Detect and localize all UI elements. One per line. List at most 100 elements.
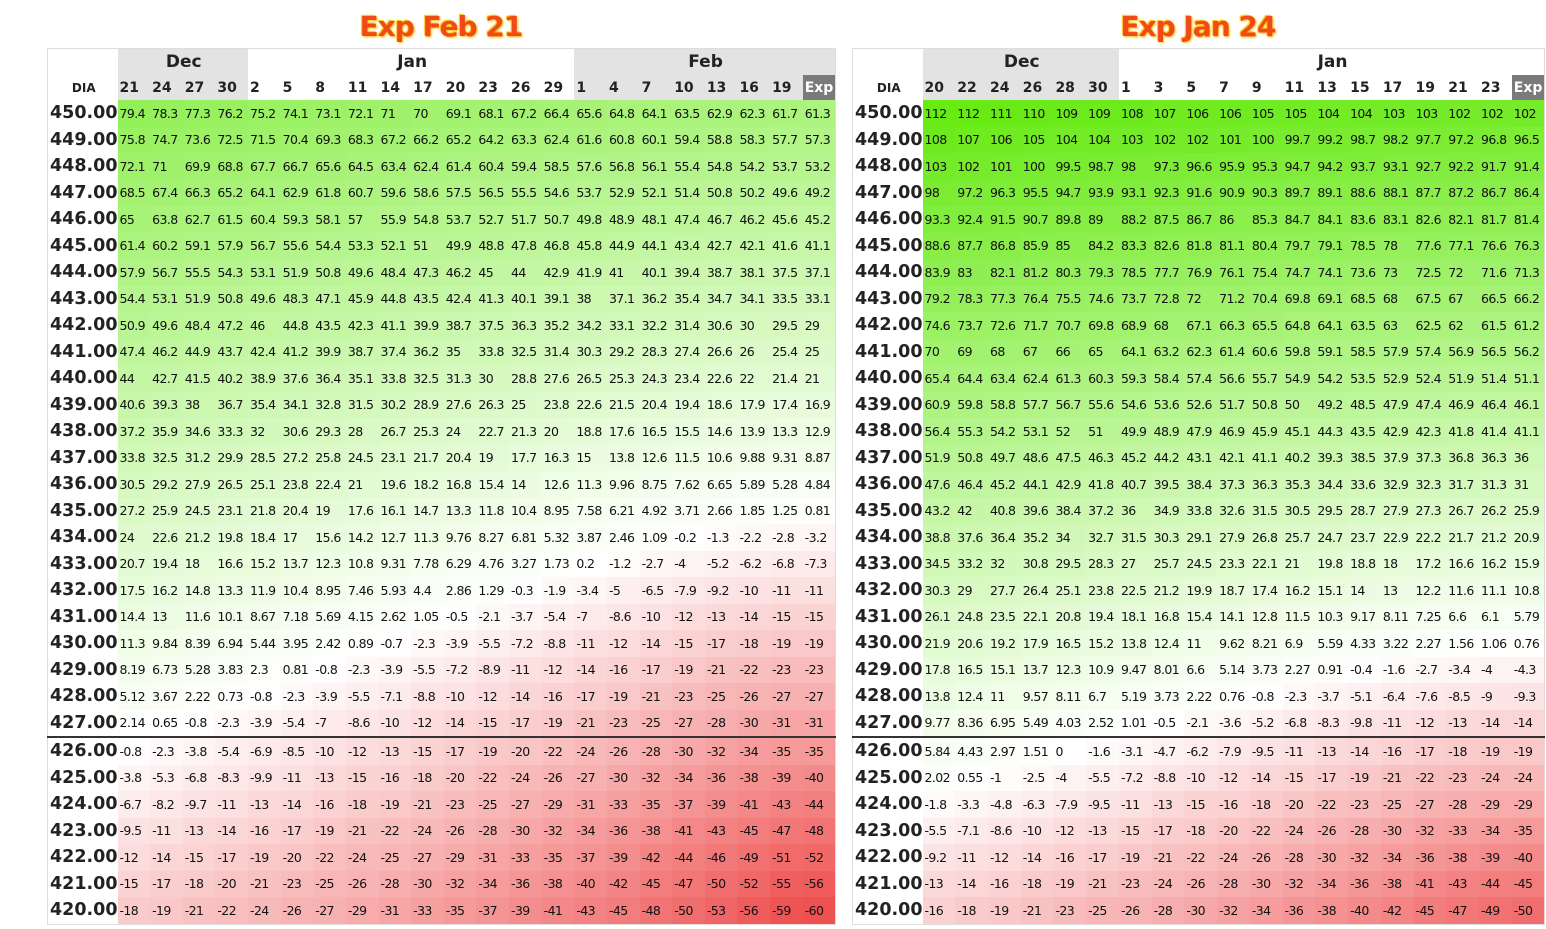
cell-value: -43: [574, 897, 607, 924]
cell-value: 51.9: [182, 285, 216, 312]
cell-value: 27.9: [1217, 524, 1250, 551]
cell-value: 21.2: [1479, 524, 1512, 551]
cell-value: 31.3: [1479, 471, 1512, 498]
cell-value: 6.94: [215, 630, 249, 657]
cell-value: -0.8: [248, 683, 281, 710]
cell-value: 67.7: [248, 153, 281, 180]
cell-value: 61.2: [1511, 312, 1545, 339]
cell-value: 47.3: [411, 259, 444, 286]
cell-value: 13.8: [922, 683, 956, 710]
cell-value: 51.9: [1446, 365, 1480, 392]
cell-value: 66.7: [280, 153, 314, 180]
cell-value: -31: [378, 897, 412, 924]
data-row: 447.00 68.5 67.4 66.3 65.2 64.1 62.9 61.8 60.7 59…: [47, 179, 836, 206]
cell-value: 18: [1380, 550, 1414, 577]
cell-value: 68.5: [117, 179, 151, 206]
cell-value: 50.9: [117, 312, 151, 339]
cell-value: 64.1: [639, 100, 673, 127]
cell-value: 14.1: [1217, 603, 1250, 630]
cell-value: 63.5: [1348, 312, 1381, 339]
strike: 443.00: [852, 285, 923, 312]
cell-value: 20.4: [280, 497, 314, 524]
cell-value: -28: [378, 870, 412, 897]
cell-value: 51.4: [1479, 365, 1512, 392]
cell-value: 36.2: [411, 338, 444, 365]
cell-value: 90.7: [1020, 206, 1054, 233]
cell-value: -17: [509, 709, 542, 738]
data-row: 420.00 -18 -19 -21 -22 -24 -26 -27 -29 -31 -33 -35-…: [47, 897, 836, 924]
cell-value: -11: [1282, 737, 1316, 765]
cell-value: -15: [117, 870, 151, 897]
cell-value: 30.5: [117, 471, 151, 498]
cell-value: 25.3: [411, 418, 444, 445]
cell-value: -40: [802, 764, 836, 791]
cell-value: -37: [476, 897, 510, 924]
cell-value: 72.5: [1413, 259, 1447, 286]
cell-value: 32.9: [1380, 471, 1414, 498]
cell-value: 65: [117, 206, 151, 233]
cell-value: 48.9: [606, 206, 640, 233]
day-header: 29: [541, 75, 575, 100]
cell-value: 31.4: [672, 312, 705, 339]
cell-value: -43: [770, 791, 803, 818]
cell-value: 69.8: [1086, 312, 1119, 339]
cell-value: 14: [1348, 577, 1381, 604]
cell-value: 39.4: [672, 259, 705, 286]
cell-value: 99.7: [1282, 126, 1316, 153]
cell-value: 16.2: [1479, 550, 1512, 577]
cell-value: 3.67: [150, 683, 183, 710]
cell-value: 26.5: [574, 365, 607, 392]
cell-value: 61.4: [1217, 338, 1250, 365]
cell-value: -1.3: [704, 524, 738, 551]
cell-value: -12: [1053, 817, 1087, 844]
cell-value: 83: [955, 259, 988, 286]
cell-value: 46.2: [150, 338, 183, 365]
cell-value: -11: [802, 577, 836, 604]
cell-value: 46.9: [1217, 418, 1250, 445]
cell-value: 53.5: [1348, 365, 1381, 392]
data-row: 444.00 83.9 83 82.1 81.2 80.3 79.3 78.5 77.7 76.9…: [852, 259, 1545, 286]
cell-value: 58.5: [541, 153, 575, 180]
cell-value: -36: [606, 817, 640, 844]
day-header: 20: [922, 75, 956, 100]
cell-value: 38.8: [922, 524, 956, 551]
cell-value: -1.6: [1086, 737, 1119, 765]
cell-value: 2.86: [443, 577, 477, 604]
strike: 433.00: [852, 550, 923, 577]
cell-value: 61.3: [802, 100, 836, 127]
cell-value: -19: [1479, 737, 1512, 765]
cell-value: 102: [1479, 100, 1512, 127]
data-row: 435.00 43.2 42 40.8 39.6 38.4 37.2 36 34.9 33.8 32…: [852, 497, 1545, 524]
cell-value: 18.7: [1217, 577, 1250, 604]
cell-value: 73.1: [313, 100, 346, 127]
cell-value: 56.5: [476, 179, 510, 206]
cell-value: 14.6: [704, 418, 738, 445]
cell-value: 1.05: [411, 603, 444, 630]
cell-value: 49.9: [1118, 418, 1152, 445]
cell-value: 66.2: [1511, 285, 1545, 312]
cell-value: -22: [1184, 844, 1218, 871]
cell-value: 13.3: [215, 577, 249, 604]
cell-value: 62.3: [737, 100, 771, 127]
cell-value: 22.1: [1020, 603, 1054, 630]
month-header: Dec: [922, 48, 1119, 75]
cell-value: 29.2: [150, 471, 183, 498]
strike: 421.00: [47, 870, 118, 897]
data-row: 427.00 2.14 0.65 -0.8 -2.3 -3.9 -5.4 -7 -8.6 -10-…: [47, 709, 836, 738]
cell-value: 69.1: [443, 100, 477, 127]
cell-value: -42: [639, 844, 673, 871]
cell-value: 99.2: [1315, 126, 1349, 153]
cell-value: -19: [1118, 844, 1152, 871]
cell-value: 100: [1249, 126, 1283, 153]
cell-value: 103: [1380, 100, 1414, 127]
cell-value: -32: [704, 737, 738, 765]
cell-value: 81.2: [1020, 259, 1054, 286]
cell-value: 59.3: [280, 206, 314, 233]
cell-value: 38.7: [443, 312, 477, 339]
cell-value: 22.9: [1380, 524, 1414, 551]
cell-value: -2.3: [150, 737, 183, 765]
cell-value: 90.9: [1217, 179, 1250, 206]
cell-value: 10.1: [215, 603, 249, 630]
cell-value: -32: [1413, 817, 1447, 844]
cell-value: 37.6: [280, 365, 314, 392]
